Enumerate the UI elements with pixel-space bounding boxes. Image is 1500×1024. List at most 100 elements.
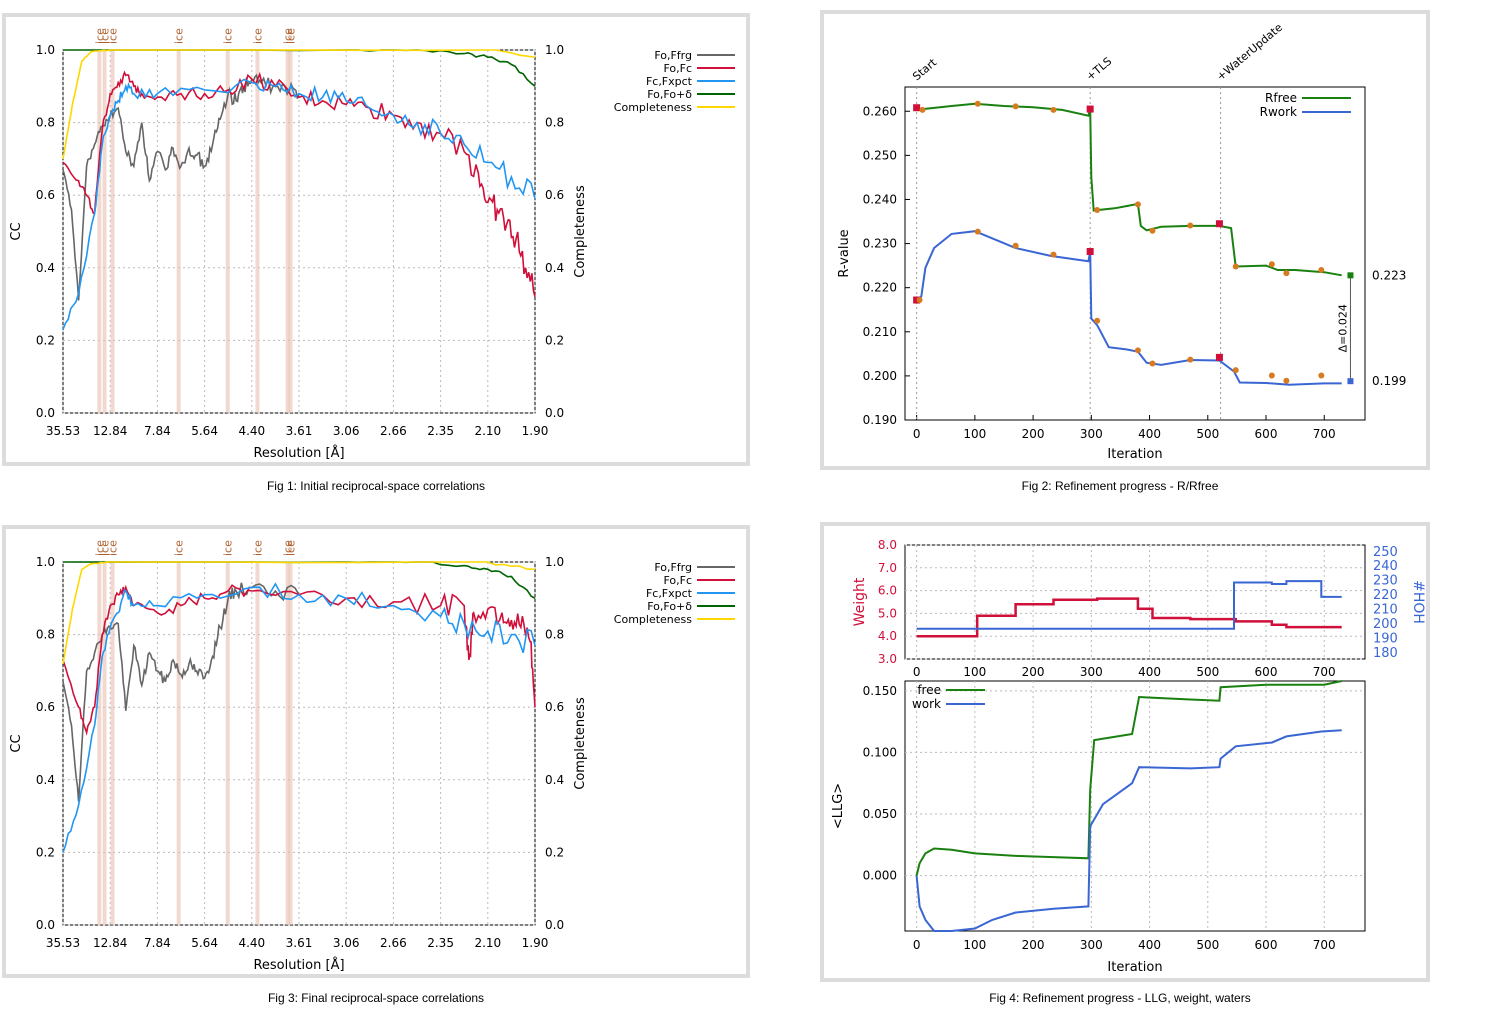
y2-axis-label: Completeness <box>573 185 588 278</box>
y-tick-label: 0.250 <box>863 148 897 162</box>
hoh-tick-label: 180 <box>1373 646 1398 661</box>
x-tick-label: 400 <box>1138 427 1161 441</box>
macrocycle-marker <box>1050 251 1057 258</box>
legend-label: Completeness <box>614 613 692 626</box>
x-tick-label: 3.61 <box>286 424 313 438</box>
x-tick-label: 400 <box>1138 938 1161 952</box>
y-tick-label: 0.2 <box>36 333 55 347</box>
stage-marker <box>1086 248 1094 256</box>
figure-3-panel: 0.0 0.0 0.2 0.2 0.4 0.4 0.6 0.6 0.8 0.8 1.0 1.0 35.5… <box>2 525 750 978</box>
x-tick-label: 700 <box>1313 427 1336 441</box>
ice-ring-label: ice <box>282 540 295 556</box>
delta-label: Δ=0.024 <box>1336 304 1349 352</box>
ice-ring-label: ice <box>99 540 112 556</box>
macrocycle-marker <box>1134 347 1141 354</box>
series-line-rwork <box>915 230 1342 386</box>
y2-tick-label: 0.8 <box>545 628 564 642</box>
y-tick-label: 0.6 <box>36 188 55 202</box>
weight-tick-label: 4.0 <box>878 629 897 643</box>
event-label: +TLS <box>1084 55 1115 84</box>
figure-3-caption: Fig 3: Final reciprocal-space correlatio… <box>267 991 485 1005</box>
x-tick-label: 3.61 <box>286 936 313 950</box>
ice-ring-band <box>176 562 181 925</box>
x-tick-label: 1.90 <box>522 424 549 438</box>
ice-ring-band <box>285 50 290 413</box>
y-tick-label: 0.6 <box>36 700 55 714</box>
y-tick-label: 0.100 <box>863 745 897 759</box>
x-tick-label: 3.06 <box>333 936 360 950</box>
weight-tick-label: 5.0 <box>878 606 897 620</box>
ice-ring-label: ice <box>222 540 235 556</box>
x-tick-label: 100 <box>963 665 986 679</box>
x-tick-label: 200 <box>1022 665 1045 679</box>
hoh-tick-label: 190 <box>1373 631 1398 646</box>
x-tick-label: 2.10 <box>474 424 501 438</box>
legend-label: Fo,Ffrg <box>654 561 692 574</box>
weight-tick-label: 6.0 <box>878 584 897 598</box>
ice-ring-band <box>176 50 181 413</box>
top-plot-frame <box>904 544 1366 660</box>
legend-label: Fc,Fxpct <box>646 75 693 88</box>
figure-3-chart: 0.0 0.0 0.2 0.2 0.4 0.4 0.6 0.6 0.8 0.8 1.0 1.0 35.5… <box>9 540 735 973</box>
ice-ring-band <box>110 562 115 925</box>
macrocycle-marker <box>974 100 981 107</box>
x-tick-label: 2.66 <box>380 424 407 438</box>
ice-ring-label: ice <box>222 28 235 44</box>
ice-ring-label: ice <box>93 540 106 556</box>
ice-ring-band <box>288 562 293 925</box>
x-axis-label: Iteration <box>1107 447 1162 462</box>
ice-ring-label: ice <box>282 28 295 44</box>
ice-ring-label: ice <box>107 540 120 556</box>
x-axis-label: Resolution [Å] <box>253 445 344 461</box>
x-tick-label: 300 <box>1080 665 1103 679</box>
y-tick-label: 0.0 <box>36 918 55 932</box>
ice-ring-band <box>97 562 102 925</box>
y-tick-label: 0.050 <box>863 807 897 821</box>
y-tick-label: 0.240 <box>863 192 897 206</box>
x-tick-label: 5.64 <box>191 936 218 950</box>
series-line-weight <box>916 597 1342 638</box>
y-tick-label: 0.8 <box>36 628 55 642</box>
y2-tick-label: 0.2 <box>545 845 564 859</box>
series-line-fcfxpct <box>62 78 536 330</box>
y2-tick-label: 0.6 <box>545 188 564 202</box>
macrocycle-marker <box>1283 270 1290 277</box>
series-line-work <box>915 729 1342 932</box>
figure-4-chart: 3.04.05.06.07.08.01801902002102202302402… <box>831 538 1426 975</box>
event-label: Start <box>910 56 939 84</box>
y-axis-label: CC <box>9 222 24 240</box>
x-tick-label: 400 <box>1138 665 1161 679</box>
macrocycle-marker <box>1050 106 1057 113</box>
x-tick-label: 3.06 <box>333 424 360 438</box>
x-axis-label: Resolution [Å] <box>253 957 344 973</box>
plot-frame <box>904 86 1366 421</box>
legend-label: free <box>917 683 941 697</box>
macrocycle-marker <box>1318 267 1325 274</box>
ice-ring-band <box>97 50 102 413</box>
final-rfree-marker <box>1347 272 1354 279</box>
x-tick-label: 300 <box>1080 427 1103 441</box>
stage-marker <box>1086 105 1094 113</box>
y2-tick-label: 0.2 <box>545 333 564 347</box>
y2-tick-label: 0.0 <box>545 918 564 932</box>
ice-ring-label: ice <box>93 28 106 44</box>
x-tick-label: 500 <box>1196 665 1219 679</box>
stage-marker <box>1215 353 1223 361</box>
y2-tick-label: 0.0 <box>545 406 564 420</box>
ice-ring-label: ice <box>251 28 264 44</box>
series-line-completeness <box>62 561 536 664</box>
legend-label: Rwork <box>1260 105 1297 119</box>
macrocycle-marker <box>1094 207 1101 214</box>
final-rwork-marker <box>1347 378 1354 385</box>
x-tick-label: 500 <box>1196 427 1219 441</box>
ice-ring-label: ice <box>99 28 112 44</box>
macrocycle-marker <box>1283 377 1290 384</box>
x-tick-label: 1.90 <box>522 936 549 950</box>
ice-ring-label: ice <box>285 28 298 44</box>
ice-ring-label: ice <box>173 28 186 44</box>
series-line-foffrg <box>62 582 300 802</box>
macrocycle-marker <box>1134 201 1141 208</box>
ice-ring-band <box>225 50 230 413</box>
weight-tick-label: 7.0 <box>878 561 897 575</box>
x-tick-label: 600 <box>1255 665 1278 679</box>
